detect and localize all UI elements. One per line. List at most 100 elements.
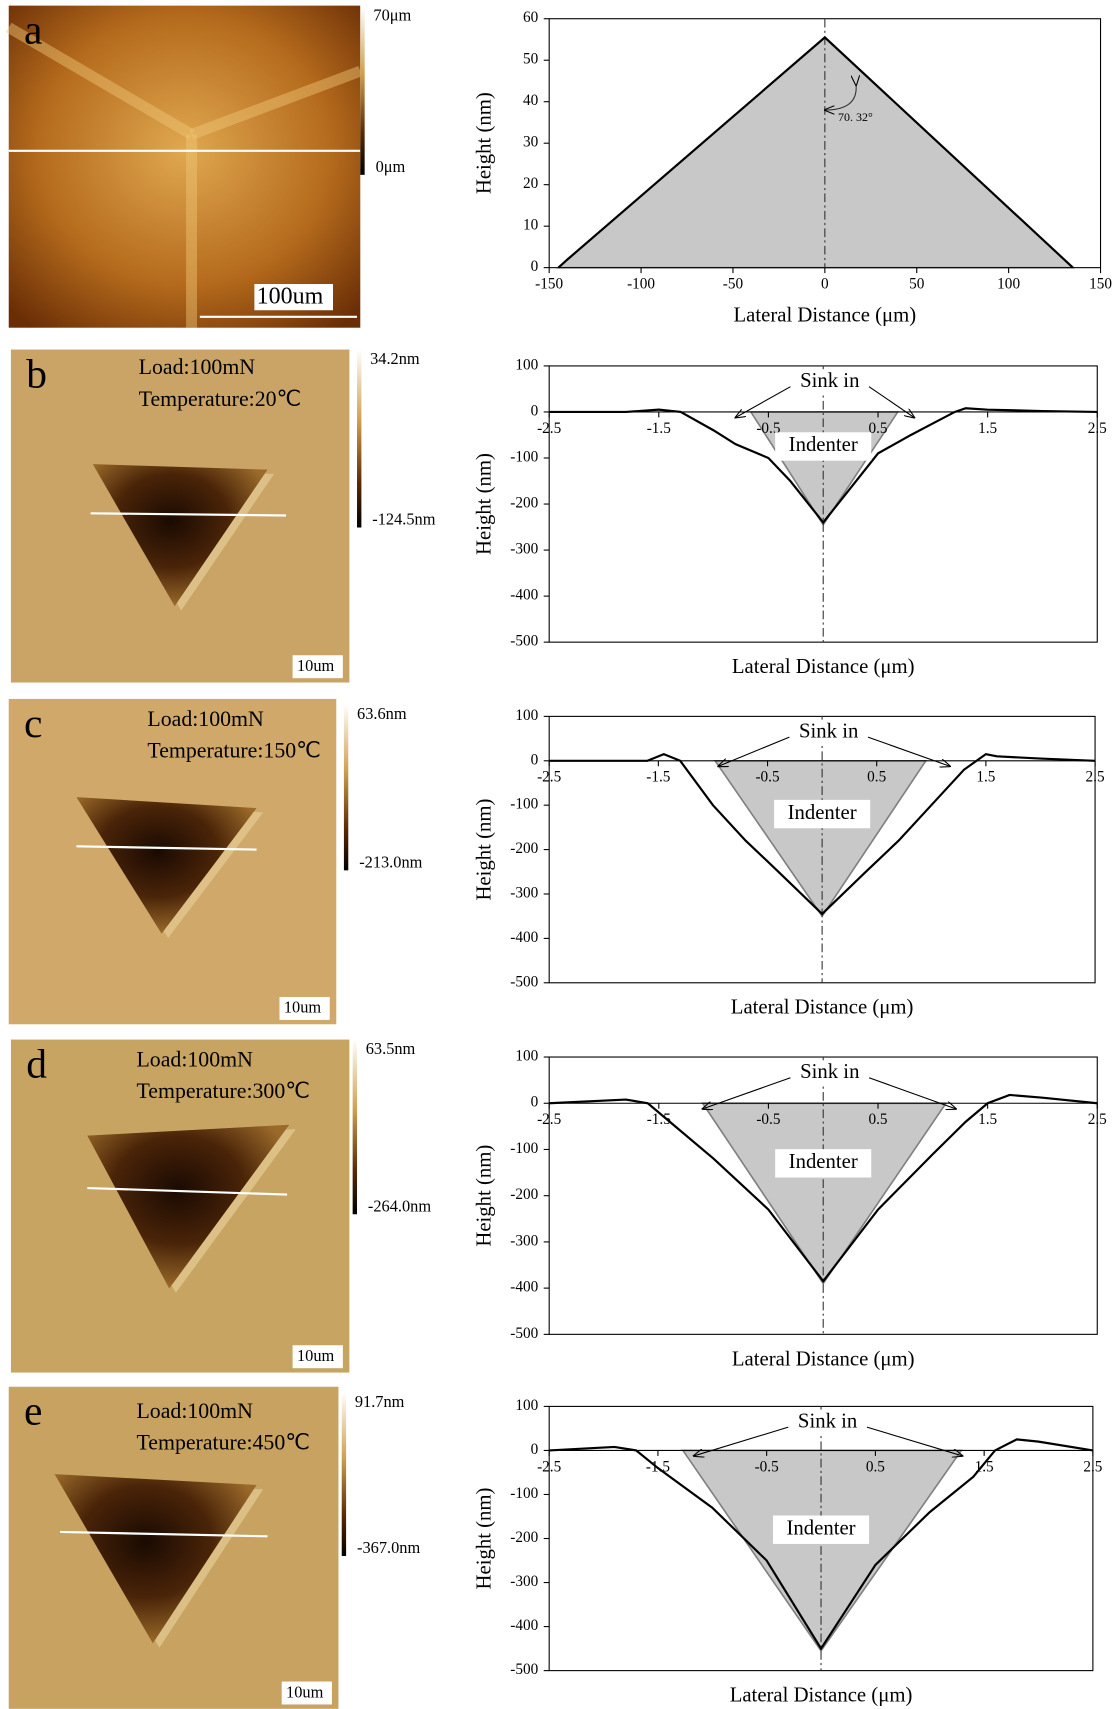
y-tick-label: 0 (531, 1094, 539, 1111)
x-tick-label: -1.5 (647, 1111, 672, 1128)
colorbar (353, 1040, 357, 1215)
y-tick-label: 0 (531, 258, 539, 275)
y-tick-label: -100 (510, 448, 538, 465)
y-tick-label: -400 (510, 1279, 538, 1296)
x-tick-label: -1.5 (646, 1458, 671, 1475)
y-axis-title: Height (nm) (474, 799, 496, 901)
x-axis-title: Lateral Distance (μm) (734, 305, 917, 327)
panel-letter: a (24, 7, 42, 53)
x-tick-label: -2.5 (537, 1111, 562, 1128)
indenter-label: Indenter (789, 434, 858, 456)
temperature-label: Temperature:20℃ (139, 387, 301, 411)
x-tick-label: -100 (627, 276, 655, 293)
x-tick-label: -0.5 (755, 1458, 780, 1475)
colorbar (357, 350, 361, 528)
y-tick-label: 10 (523, 217, 539, 234)
colorbar-max: 63.6nm (357, 704, 407, 723)
indenter-label: Indenter (786, 1517, 855, 1539)
colorbar-max: 63.5nm (366, 1039, 416, 1058)
colorbar (344, 704, 348, 870)
load-label: Load:100mN (136, 1047, 253, 1071)
colorbar-min: -124.5nm (372, 510, 435, 529)
y-tick-label: 20 (523, 175, 539, 192)
indenter-label: Indenter (789, 1151, 858, 1173)
colorbar (342, 1392, 346, 1556)
sink-in-label: Sink in (799, 721, 859, 743)
x-tick-label: 2.5 (1083, 1458, 1102, 1475)
load-label: Load:100mN (147, 707, 264, 731)
figure: a70μm0μm100umLoad:100mNTemperature:20℃b3… (0, 0, 1118, 1709)
y-tick-label: 0 (531, 751, 539, 768)
y-tick-label: -200 (510, 495, 538, 512)
x-tick-label: 0 (821, 276, 829, 293)
y-tick-label: 30 (523, 134, 539, 151)
colorbar-min: -367.0nm (357, 1538, 420, 1557)
y-tick-label: -400 (510, 1617, 538, 1634)
y-tick-label: -300 (510, 541, 538, 558)
y-tick-label: 50 (523, 51, 539, 68)
indenter-area (683, 1450, 961, 1650)
load-label: Load:100mN (139, 355, 256, 379)
y-tick-label: -500 (510, 1325, 538, 1342)
x-tick-label: 0.5 (868, 420, 887, 437)
x-tick-label: -1.5 (646, 769, 671, 786)
angle-label: 70. 32° (838, 110, 873, 124)
colorbar-min: -264.0nm (368, 1196, 431, 1215)
scale-bar-label: 10um (284, 998, 322, 1017)
sink-in-label: Sink in (800, 1061, 860, 1083)
temperature-label: Temperature:300℃ (136, 1079, 309, 1103)
panel-letter: d (26, 1040, 47, 1086)
y-tick-label: 100 (515, 1397, 538, 1414)
y-tick-label: 0 (531, 402, 539, 419)
y-tick-label: -300 (510, 884, 538, 901)
x-tick-label: -2.5 (537, 420, 562, 437)
y-tick-label: -300 (510, 1232, 538, 1249)
temperature-label: Temperature:450℃ (136, 1431, 309, 1455)
indenter-area (703, 1103, 946, 1283)
x-axis-title: Lateral Distance (μm) (730, 1685, 913, 1707)
scale-bar-label: 10um (286, 1682, 324, 1701)
indenter-area (715, 761, 926, 916)
panel-letter: c (24, 700, 42, 746)
y-axis-title: Height (nm) (474, 92, 496, 194)
x-tick-label: -50 (723, 276, 744, 293)
x-tick-label: 0.5 (868, 1111, 887, 1128)
y-tick-label: -100 (510, 1140, 538, 1157)
y-tick-label: -400 (510, 587, 538, 604)
y-axis-title: Height (nm) (474, 453, 496, 555)
scale-bar-label: 10um (297, 1346, 335, 1365)
colorbar-min: 0μm (376, 157, 406, 176)
panel-letter: e (24, 1388, 42, 1434)
x-tick-label: 1.5 (978, 1111, 997, 1128)
colorbar-max: 91.7nm (355, 1392, 405, 1411)
x-tick-label: 50 (909, 276, 925, 293)
y-axis-title: Height (nm) (474, 1488, 496, 1590)
x-tick-label: 0.5 (866, 1458, 885, 1475)
x-tick-label: -0.5 (756, 1111, 781, 1128)
x-tick-label: 2.5 (1088, 1111, 1107, 1128)
y-tick-label: -500 (510, 973, 538, 990)
sink-in-label: Sink in (800, 370, 860, 392)
y-axis-title: Height (nm) (474, 1145, 496, 1247)
y-tick-label: -100 (510, 1485, 538, 1502)
y-tick-label: -100 (510, 796, 538, 813)
y-tick-label: 0 (531, 1441, 539, 1458)
colorbar-min: -213.0nm (359, 853, 422, 872)
indenter-label: Indenter (788, 802, 857, 824)
indenter-area (558, 37, 1073, 267)
x-tick-label: 1.5 (976, 769, 995, 786)
colorbar (360, 6, 364, 175)
colorbar-max: 34.2nm (370, 349, 420, 368)
y-tick-label: -200 (510, 840, 538, 857)
temperature-label: Temperature:150℃ (147, 738, 320, 762)
scale-bar-label: 10um (297, 656, 335, 675)
x-tick-label: 1.5 (978, 420, 997, 437)
x-tick-label: -1.5 (647, 420, 672, 437)
panel-letter: b (26, 350, 47, 396)
colorbar-max: 70μm (373, 5, 411, 24)
y-tick-label: 100 (515, 707, 538, 724)
y-tick-label: -200 (510, 1186, 538, 1203)
y-tick-label: 100 (515, 356, 538, 373)
y-tick-label: -300 (510, 1573, 538, 1590)
x-tick-label: 2.5 (1088, 420, 1107, 437)
